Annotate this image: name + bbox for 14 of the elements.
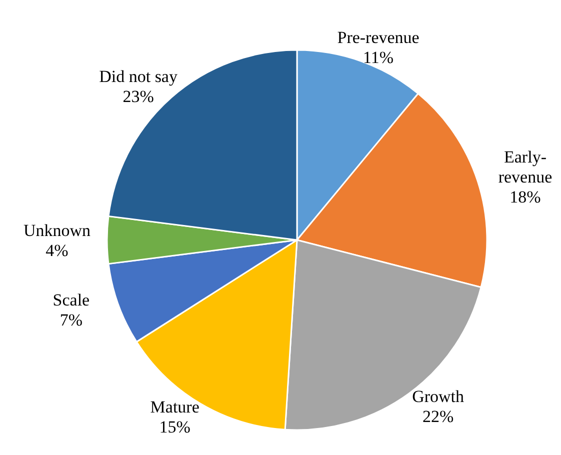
slice-label: Scale: [52, 290, 90, 310]
data-label: 23%: [122, 87, 154, 106]
data-label: 18%: [510, 188, 541, 207]
slice-label: Did not say: [99, 67, 178, 86]
data-label: 15%: [159, 417, 190, 436]
data-label: 7%: [60, 310, 83, 330]
slice-label: Mature: [150, 397, 200, 416]
data-label: 11%: [363, 48, 394, 68]
slice-label: Unknown: [23, 221, 92, 240]
slice-label: Pre-revenue: [337, 28, 420, 48]
data-label: 4%: [46, 241, 68, 260]
slice-label: Growth: [412, 386, 465, 406]
data-label: 22%: [422, 406, 454, 426]
slice-label: Early-revenue: [498, 148, 552, 187]
